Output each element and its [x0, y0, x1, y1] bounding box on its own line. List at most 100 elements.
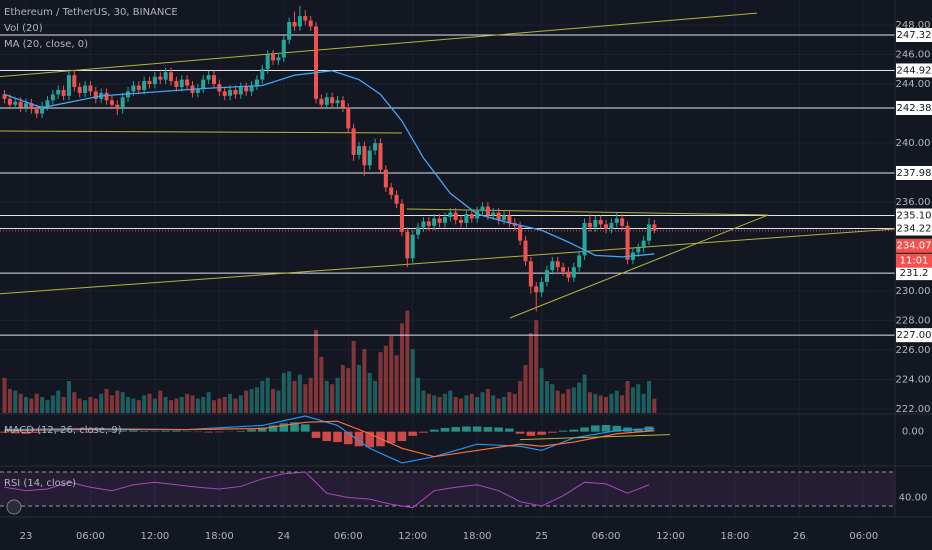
candle-body	[459, 219, 464, 223]
macd-histogram	[462, 426, 471, 432]
candle-body	[249, 85, 254, 92]
volume-bar	[389, 336, 394, 413]
macd-histogram	[21, 431, 31, 434]
x-tick-label: 26	[793, 531, 806, 542]
candle-body	[61, 89, 66, 96]
volume-bar	[163, 397, 168, 413]
volume-bar	[238, 395, 243, 413]
candle-body	[115, 104, 120, 110]
candle-body	[544, 270, 549, 282]
volume-bar	[421, 390, 426, 413]
candle-body	[271, 54, 276, 61]
candle-body	[228, 89, 233, 96]
candle-body	[109, 100, 114, 105]
volume-bar	[56, 390, 61, 413]
y-tick-label: 246.00	[896, 50, 931, 61]
candle-body	[523, 240, 528, 262]
candle-body	[453, 212, 458, 220]
x-tick-label: 12:00	[398, 531, 427, 542]
volume-bar	[217, 398, 222, 413]
candle-body	[174, 81, 179, 88]
candle-body	[507, 215, 512, 223]
macd-histogram	[397, 431, 407, 442]
candle-body	[147, 81, 152, 85]
candle-body	[528, 261, 533, 287]
candle-body	[432, 218, 437, 226]
settings-icon[interactable]	[6, 499, 22, 515]
trend-line	[406, 208, 769, 216]
volume-bar	[297, 374, 302, 413]
volume-bar	[399, 323, 404, 413]
macd-histogram	[505, 428, 514, 432]
candle-body	[238, 87, 243, 95]
macd-histogram	[548, 431, 557, 433]
volume-bar	[142, 395, 147, 413]
macd-histogram	[86, 431, 95, 433]
macd-histogram	[10, 431, 20, 434]
rsi-legend: RSI (14, close)	[4, 478, 76, 489]
x-tick-label: 06:00	[334, 531, 363, 542]
candle-body	[163, 72, 168, 80]
candle-body	[566, 271, 571, 278]
axes: 23 06:00 12:00 18:00 24 06:00 12:00 18:00 25 06:0…	[20, 20, 932, 542]
candle-body	[131, 85, 136, 92]
volume-bar	[459, 398, 464, 413]
volume-bar	[99, 393, 104, 413]
macd-histogram	[118, 430, 127, 432]
macd-histogram	[451, 427, 460, 432]
candle-body	[641, 240, 646, 249]
macd-line	[4, 415, 655, 464]
candle-body	[437, 218, 442, 223]
level-label-box	[896, 266, 932, 281]
macd-histogram	[612, 425, 622, 432]
candle-body	[625, 225, 630, 260]
candle-body	[34, 109, 39, 114]
macd-trend-line	[520, 434, 670, 441]
volume-bar	[598, 395, 603, 413]
x-tick-label: 25	[535, 531, 548, 542]
macd-histogram	[580, 427, 589, 432]
candle-body	[56, 89, 61, 95]
candle-body	[378, 143, 383, 170]
volume-bar	[292, 381, 297, 413]
candle-body	[72, 75, 77, 88]
volume-bar	[335, 377, 340, 413]
volume-bar	[641, 393, 646, 413]
volume-bar	[330, 384, 335, 413]
candle-body	[195, 88, 200, 93]
macd-histogram	[515, 431, 525, 434]
ma-legend: MA (20, close, 0)	[4, 39, 88, 50]
volume-bar	[18, 393, 23, 413]
candle-body	[281, 39, 286, 58]
candle-body	[308, 20, 313, 27]
level-label-box	[896, 63, 932, 78]
volume-bar	[158, 390, 163, 413]
candle-body	[201, 79, 206, 89]
macd-histogram	[268, 425, 278, 432]
macd-histogram	[386, 431, 396, 444]
macd-histogram	[64, 431, 74, 432]
volume-bar	[287, 371, 292, 413]
volume-bar	[539, 368, 544, 413]
macd-histogram	[569, 429, 579, 432]
candle-body	[480, 206, 485, 212]
candle-body	[534, 286, 539, 293]
volume-bar	[34, 393, 39, 413]
candle-body	[206, 75, 211, 80]
macd-histogram	[472, 426, 482, 432]
candle-body	[496, 212, 501, 220]
plot	[0, 5, 896, 509]
volume-bar	[577, 382, 582, 413]
volume-bar	[620, 395, 625, 413]
x-tick-label: 18:00	[721, 531, 750, 542]
level-label: 234.22	[897, 224, 932, 235]
candle-body	[120, 97, 125, 110]
macd-histogram	[53, 430, 63, 432]
level-label: 242.38	[897, 103, 932, 114]
macd-histogram	[591, 425, 600, 432]
volume-bar	[40, 397, 45, 413]
volume-bar	[346, 368, 351, 413]
candle-body	[185, 79, 190, 86]
volume-bar	[254, 387, 259, 413]
x-tick-label: 06:00	[592, 531, 621, 542]
